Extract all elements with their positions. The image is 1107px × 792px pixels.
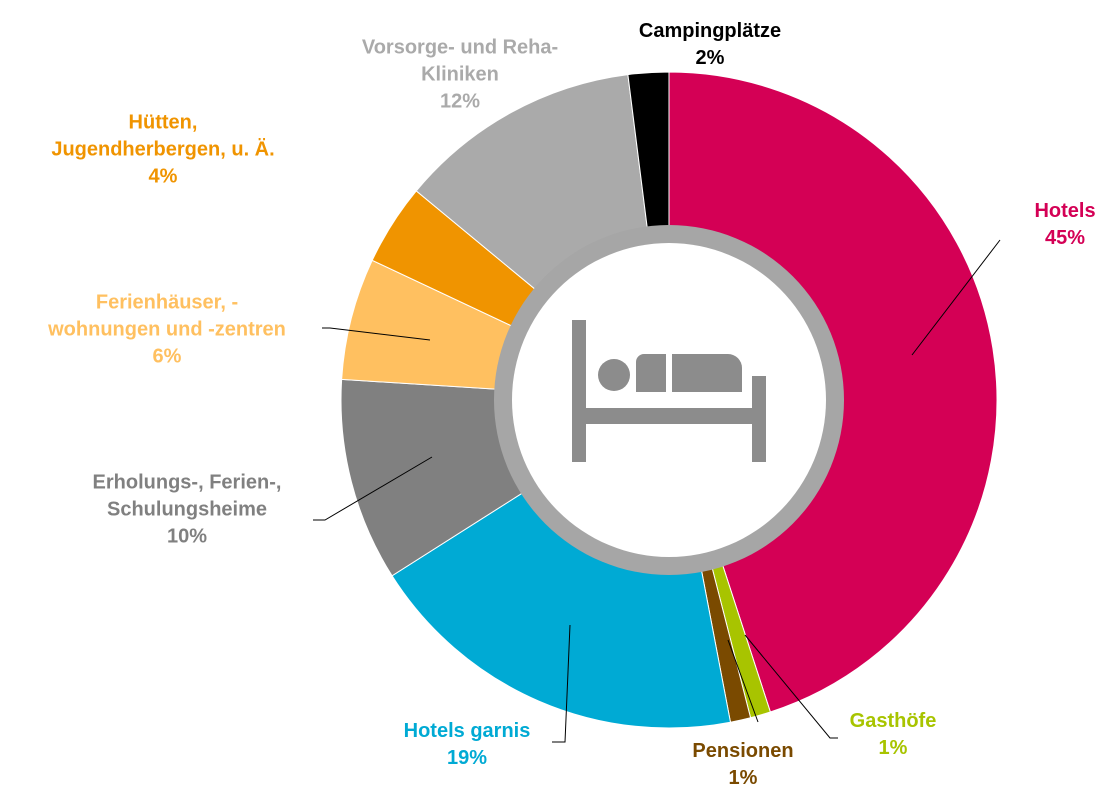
leader-line (744, 634, 838, 739)
slice-label: Gasthöfe 1% (850, 708, 937, 762)
slice-label: Hotels garnis 19% (404, 718, 531, 772)
slice-label: Campingplätze 2% (639, 18, 781, 72)
leader-line (911, 239, 1001, 356)
slice-value: 12% (439, 90, 481, 113)
leader-line (322, 327, 431, 341)
slice-name: Vorsorge- und Reha- Kliniken (361, 36, 559, 86)
leader-line (313, 456, 433, 521)
slice-label: Vorsorge- und Reha- Kliniken 12% (362, 35, 558, 116)
slice-label: Pensionen 1% (692, 738, 793, 792)
center-disc (512, 243, 826, 557)
bed-icon (572, 320, 766, 462)
slice-name: Ferienhäuser, - wohnungen und -zentren (48, 291, 286, 341)
slice-name: Hotels (1034, 200, 1096, 222)
slice-name: Gasthöfe (849, 710, 937, 732)
slice-name: Campingplätze (638, 20, 782, 42)
slice-label: Erholungs-, Ferien-, Schulungsheime 10% (93, 470, 282, 551)
slice-value: 4% (148, 165, 178, 188)
slice-name: Pensionen (692, 740, 794, 762)
slice-value: 6% (152, 345, 182, 368)
slice-value: 19% (446, 747, 488, 769)
slice-label: Hütten, Jugendherbergen, u. Ä. 4% (51, 110, 274, 191)
slice-label: Hotels 45% (1034, 198, 1095, 252)
slice-name: Hotels garnis (403, 720, 531, 742)
slice-name: Erholungs-, Ferien-, Schulungsheime (92, 471, 282, 521)
slice-label: Ferienhäuser, - wohnungen und -zentren 6% (48, 290, 286, 371)
slice-value: 2% (695, 47, 725, 69)
slice-value: 1% (878, 737, 908, 759)
leader-line (727, 639, 759, 723)
slice-value: 10% (166, 525, 208, 548)
slice-value: 45% (1044, 227, 1086, 249)
slice-name: Hütten, Jugendherbergen, u. Ä. (51, 111, 275, 161)
slice-value: 1% (728, 767, 758, 789)
leader-line (552, 624, 571, 743)
